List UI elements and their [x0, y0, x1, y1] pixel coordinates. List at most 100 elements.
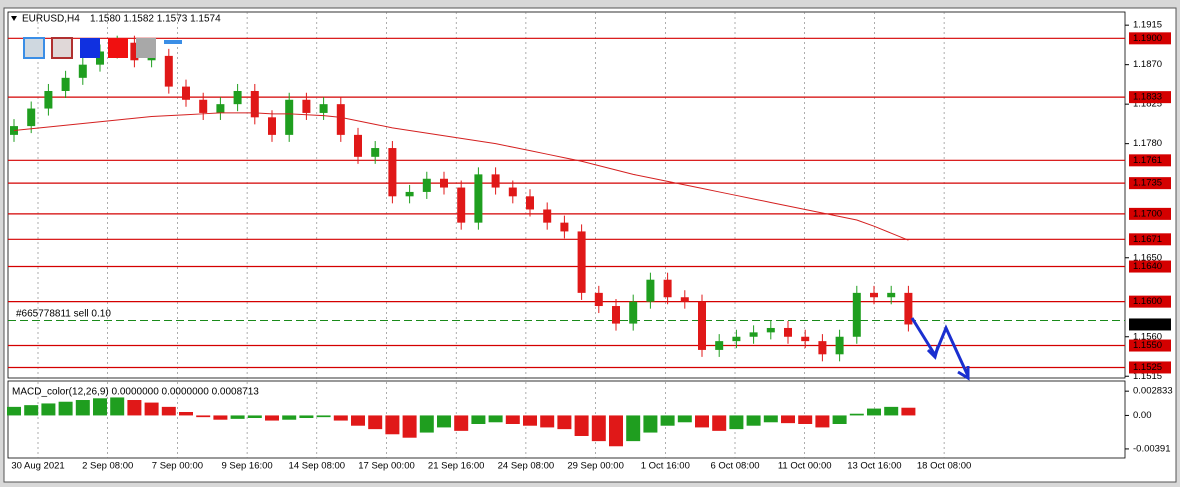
symbol: EURUSD,H4: [22, 14, 80, 25]
level-label-box: [1129, 233, 1171, 246]
candle-body: [422, 178, 431, 192]
y-tick-label: 1.1650: [1133, 252, 1162, 263]
candle-body: [61, 77, 70, 91]
macd-bar: [591, 415, 606, 442]
macd-title: MACD_color(12,26,9) 0.0000000 0.0000000 …: [12, 387, 259, 398]
candle-body: [491, 174, 500, 188]
macd-bar: [557, 415, 572, 430]
candle-body: [766, 327, 775, 333]
candle-body: [543, 209, 552, 223]
macd-tick-label: -0.00391: [1133, 443, 1171, 454]
macd-bar: [144, 402, 159, 416]
candle-body: [182, 86, 190, 100]
candle-body: [852, 292, 861, 337]
level-label-box: [1129, 295, 1171, 308]
menu-triangle: [11, 16, 17, 21]
tool-button[interactable]: [136, 38, 156, 58]
level-label: 1.1700: [1133, 208, 1162, 219]
macd-bar: [884, 406, 899, 416]
candle-body: [371, 148, 380, 157]
candle-body: [147, 55, 156, 61]
macd-bar: [540, 415, 555, 428]
candle-body: [440, 178, 448, 188]
arrow-head: [926, 345, 940, 360]
level-label: 1.1640: [1133, 261, 1162, 272]
y-tick-label: 1.1560: [1133, 331, 1162, 342]
candle-body: [663, 279, 672, 298]
macd-bar: [488, 415, 503, 423]
macd-bar: [729, 415, 744, 430]
macd-bar: [523, 415, 537, 426]
candle-body: [508, 187, 517, 197]
candle-body: [78, 64, 87, 78]
macd-bar: [75, 400, 90, 416]
forecast-arrows: [910, 317, 970, 381]
tool-button[interactable]: [23, 37, 45, 59]
candle-body: [784, 327, 792, 337]
marks: 30 Aug 2021 2 Sep 08:00 7 Sep 00:00 9 Sep 1…: [7, 20, 1173, 472]
macd-bar: [161, 406, 176, 416]
level-label: 1.1525: [1133, 362, 1162, 373]
macd-bar: [419, 415, 434, 433]
candle-body: [302, 99, 311, 113]
macd-bar: [798, 415, 813, 424]
tool-button[interactable]: [51, 37, 73, 59]
macd-bar: [24, 405, 39, 416]
candle-body: [801, 336, 810, 342]
macd-bar: [179, 412, 193, 416]
candle-body: [749, 332, 758, 337]
tool-button[interactable]: [164, 40, 182, 44]
macd-bar: [660, 415, 675, 426]
last-price-box: [1129, 318, 1171, 331]
candle-body: [388, 148, 397, 197]
macd-bar: [781, 415, 795, 424]
macd-bar: [282, 415, 297, 420]
candle-body: [698, 301, 706, 350]
level-label-box: [1129, 339, 1171, 352]
macd-bar: [110, 397, 125, 416]
x-tick-label: 18 Oct 08:00: [917, 461, 971, 472]
toolbar[interactable]: [23, 37, 182, 59]
grid: [37, 12, 945, 458]
x-tick-label: 7 Sep 00:00: [152, 461, 203, 472]
candle-body: [319, 104, 328, 113]
candle-body: [354, 134, 362, 157]
macd-bar: [901, 407, 916, 416]
x-tick-label: 21 Sep 16:00: [428, 461, 485, 472]
macd-bar: [127, 400, 142, 416]
macd-bar: [368, 415, 383, 430]
candle-body: [405, 191, 414, 197]
candle-body: [818, 341, 827, 355]
macd-bar: [299, 415, 314, 419]
level-label-box: [1129, 154, 1171, 167]
y-tick-label: 1.1870: [1133, 59, 1162, 70]
candle-body: [130, 42, 139, 61]
macd-bar: [763, 415, 778, 423]
macd-bar: [247, 415, 262, 419]
level-label: 1.1600: [1133, 296, 1162, 307]
macd-bar: [712, 415, 727, 431]
level-label-box: [1129, 207, 1171, 220]
x-tick-label: 11 Oct 00:00: [778, 461, 832, 472]
arrow-head: [957, 366, 970, 381]
macd-bar: [867, 408, 881, 416]
candle-body: [285, 99, 294, 135]
tool-button[interactable]: [108, 38, 128, 58]
y-tick-label: 1.1915: [1133, 20, 1162, 31]
macd-bar: [454, 415, 469, 431]
macd-bar: [574, 415, 589, 436]
y-tick-label: 1.1825: [1133, 99, 1162, 110]
macd-bar: [196, 415, 211, 418]
x-tick-label: 13 Oct 16:00: [847, 461, 901, 472]
level-label-box: [1129, 361, 1171, 374]
macd-bar: [385, 415, 400, 435]
y-tick-label: 1.1780: [1133, 138, 1162, 149]
candle-body: [457, 187, 466, 223]
candle-body: [715, 341, 724, 350]
macd-bar: [351, 415, 365, 426]
candle-body: [44, 90, 53, 109]
level-label-box: [1129, 32, 1171, 45]
candle-body: [904, 292, 913, 325]
tool-button[interactable]: [80, 38, 100, 58]
